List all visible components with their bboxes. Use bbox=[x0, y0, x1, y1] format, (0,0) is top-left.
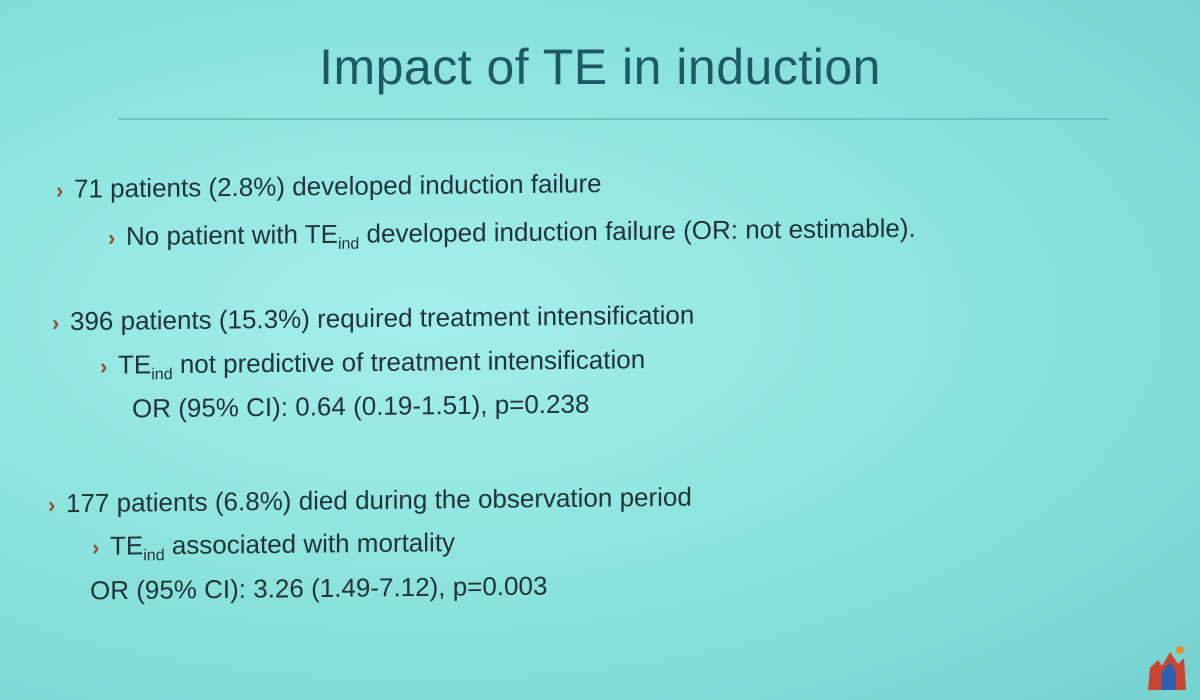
block1-sub-suffix: developed induction failure (OR: not est… bbox=[359, 212, 916, 249]
title-divider bbox=[118, 118, 1108, 120]
bullet-icon: › bbox=[108, 225, 116, 251]
block2-sub-point: › TEind not predictive of treatment inten… bbox=[100, 343, 645, 383]
block1-sub-subscript: ind bbox=[337, 235, 360, 253]
block2-sub-suffix: not predictive of treatment intensificat… bbox=[172, 344, 646, 380]
bullet-icon: › bbox=[92, 534, 100, 560]
block1-main-point: › 71 patients (2.8%) developed induction … bbox=[56, 167, 602, 207]
slide-title: Impact of TE in induction bbox=[319, 39, 881, 95]
block1-main-text: 71 patients (2.8%) developed induction f… bbox=[74, 168, 602, 204]
block3-sub-suffix: associated with mortality bbox=[164, 527, 456, 561]
block3-sub-subscript: ind bbox=[143, 547, 165, 565]
block2-sub-subscript: ind bbox=[151, 366, 173, 384]
block3-main-text: 177 patients (6.8%) died during the obse… bbox=[66, 481, 692, 519]
block2-statistic: OR (95% CI): 0.64 (0.19-1.51), p=0.238 bbox=[132, 388, 590, 424]
bullet-icon: › bbox=[52, 310, 60, 336]
block3-main-point: › 177 patients (6.8%) died during the obs… bbox=[48, 481, 692, 522]
block3-statistic: OR (95% CI): 3.26 (1.49-7.12), p=0.003 bbox=[90, 570, 548, 606]
block2-main-text: 396 patients (15.3%) required treatment … bbox=[70, 299, 695, 337]
conference-logo-icon bbox=[1148, 646, 1186, 690]
bullet-icon: › bbox=[56, 177, 64, 203]
block1-sub-point: › No patient with TEind developed inducti… bbox=[108, 212, 916, 254]
block1-sub-prefix: No patient with TE bbox=[126, 218, 338, 252]
block3-sub-prefix: TE bbox=[110, 530, 144, 561]
block2-main-point: › 396 patients (15.3%) required treatment… bbox=[52, 299, 694, 340]
bullet-icon: › bbox=[100, 353, 108, 379]
bullet-icon: › bbox=[48, 492, 56, 518]
block3-sub-point: › TEind associated with mortality bbox=[92, 526, 455, 564]
block2-sub-prefix: TE bbox=[118, 349, 152, 380]
